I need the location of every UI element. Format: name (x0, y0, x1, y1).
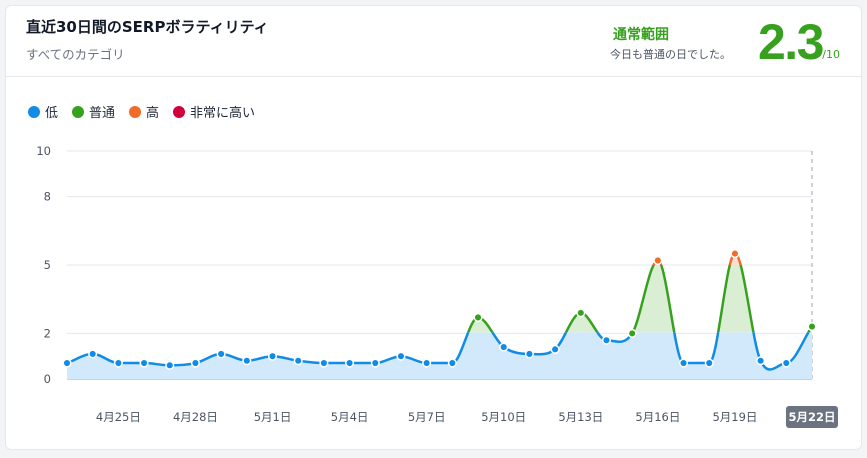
data-point[interactable] (473, 312, 483, 322)
series-line-high (652, 252, 742, 265)
area-fill-low (67, 332, 812, 379)
x-tick-label: 5月22日 (788, 410, 835, 424)
x-tick-label: 5月13日 (558, 410, 603, 424)
data-point[interactable] (165, 360, 175, 370)
data-point[interactable] (139, 358, 149, 368)
legend-label-normal: 普通 (89, 106, 116, 121)
legend-dot-high-icon (129, 105, 142, 118)
data-point[interactable] (807, 322, 817, 332)
data-point[interactable] (576, 308, 586, 318)
category-label: すべてのカテゴリ (26, 47, 125, 62)
y-tick-label: 2 (44, 326, 51, 340)
data-point[interactable] (524, 349, 534, 359)
data-point[interactable] (422, 358, 432, 368)
data-point[interactable] (88, 349, 98, 359)
data-point[interactable] (499, 342, 509, 352)
x-tick-label: 5月4日 (331, 410, 369, 424)
data-point[interactable] (267, 351, 278, 361)
data-point[interactable] (704, 358, 714, 368)
volatility-card: 直近30日間のSERPボラティリティ すべてのカテゴリ 通常範囲 今日も普通の日… (5, 5, 862, 450)
x-tick-highlight (786, 406, 838, 428)
data-point[interactable] (216, 349, 226, 359)
series-line-normal (466, 265, 814, 333)
y-tick-label: 0 (44, 372, 51, 386)
data-point[interactable] (345, 358, 355, 368)
legend-item-normal[interactable]: 普通 (72, 102, 115, 121)
x-tick-label: 5月19日 (712, 410, 757, 424)
data-point[interactable] (447, 358, 457, 368)
data-point[interactable] (62, 358, 72, 368)
data-point[interactable] (190, 358, 200, 368)
legend-dot-low-icon (28, 105, 40, 118)
data-point[interactable] (242, 356, 252, 366)
data-point[interactable] (653, 255, 663, 265)
area-fill-high (653, 253, 741, 265)
x-tick-label: 5月1日 (254, 410, 292, 424)
area-fill-normal (468, 265, 812, 333)
legend-dot-very-high-icon (173, 105, 186, 118)
y-tick-label: 8 (44, 190, 51, 204)
x-tick-label: 5月16日 (635, 410, 680, 424)
chart-legend: 低 普通 高 非常に高い (28, 102, 255, 121)
y-tick-label: 10 (36, 144, 51, 158)
x-tick-label: 4月25日 (96, 410, 141, 424)
legend-item-low[interactable]: 低 (28, 102, 58, 121)
data-point[interactable] (679, 358, 689, 368)
x-tick-label: 5月10日 (481, 410, 526, 424)
card-header: 直近30日間のSERPボラティリティ すべてのカテゴリ 通常範囲 今日も普通の日… (6, 6, 861, 77)
volatility-score: 2.3 (757, 14, 825, 70)
legend-item-high[interactable]: 高 (129, 102, 159, 121)
y-tick-label: 5 (44, 258, 51, 272)
data-point[interactable] (396, 351, 406, 361)
series-line-low (66, 332, 810, 371)
data-point[interactable] (293, 356, 303, 366)
legend-label-high: 高 (146, 106, 160, 121)
legend-label-low: 低 (45, 106, 59, 121)
status-label: 通常範囲 (613, 27, 669, 43)
legend-item-very-high[interactable]: 非常に高い (173, 102, 255, 121)
data-point[interactable] (627, 328, 637, 338)
legend-label-very-high: 非常に高い (190, 106, 256, 121)
x-tick-label: 4月28日 (173, 410, 218, 424)
x-tick-label: 5月7日 (408, 410, 446, 424)
legend-dot-normal-icon (72, 105, 85, 118)
data-point[interactable] (756, 356, 766, 366)
card-title: 直近30日間のSERPボラティリティ (26, 18, 269, 36)
data-point[interactable] (113, 358, 123, 368)
volatility-chart[interactable]: 0 2 5 8 10 4月25日 4月28日 5月1日 5月4日 5月7日 5月10日 5月13日 5月… (6, 6, 862, 450)
score-max: /10 (822, 48, 840, 61)
status-description: 今日も普通の日でした。 (610, 48, 731, 61)
data-point[interactable] (319, 358, 329, 368)
data-point[interactable] (601, 335, 612, 345)
data-point[interactable] (781, 358, 791, 368)
data-point[interactable] (370, 358, 380, 368)
data-point[interactable] (730, 249, 740, 259)
data-point[interactable] (550, 344, 560, 354)
